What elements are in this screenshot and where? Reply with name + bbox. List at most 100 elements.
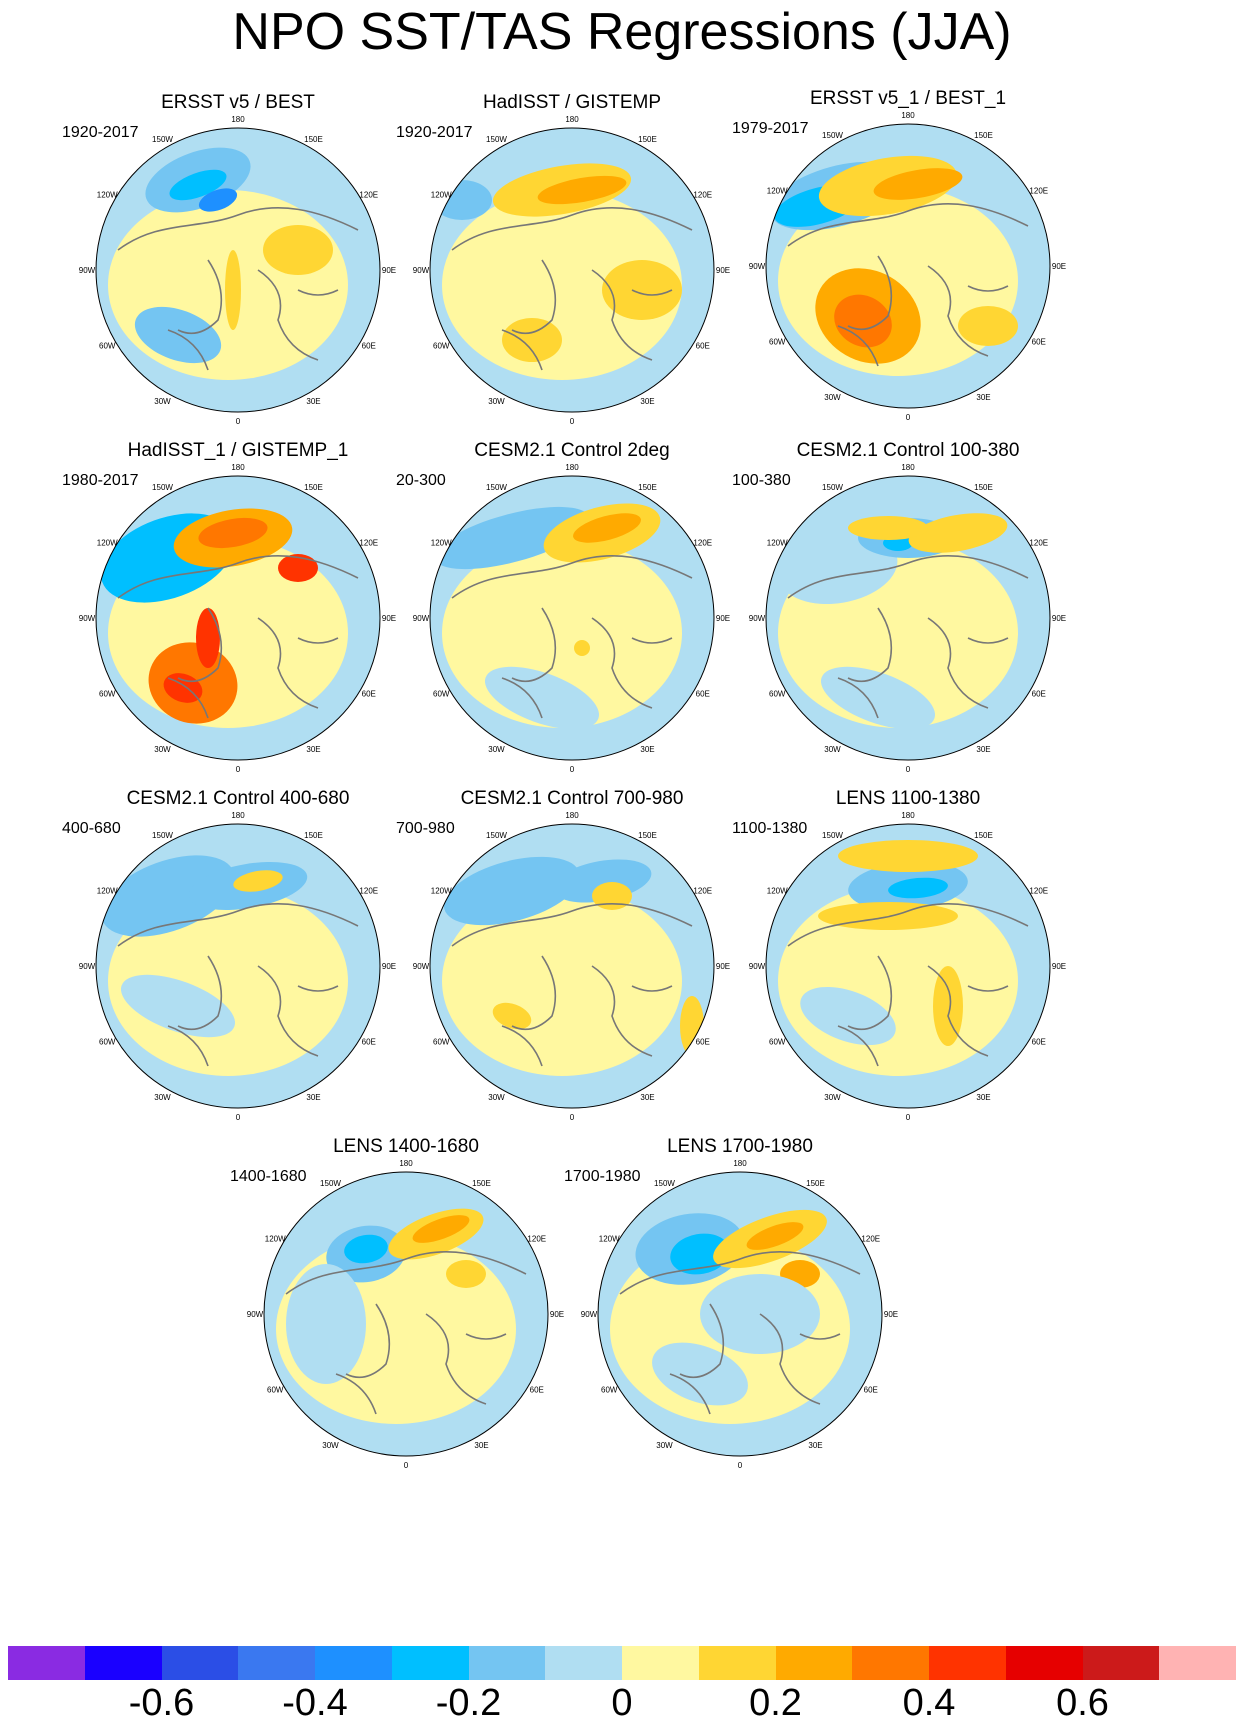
longitude-label: 30E <box>976 1093 990 1102</box>
longitude-label: 120W <box>767 539 788 548</box>
longitude-label: 90E <box>716 614 730 623</box>
colorbar <box>8 1646 1236 1680</box>
longitude-label: 60E <box>864 1386 878 1395</box>
coastline <box>117 902 359 1067</box>
period-label: 400-680 <box>62 820 121 837</box>
longitude-label: 150E <box>472 1179 491 1188</box>
panel-title: CESM2.1 Control 400-680 <box>126 788 350 809</box>
polar-map: 180 150E 120E 90E 60E 30E 0 30W 60W 90W 120W 150W <box>413 811 730 1122</box>
anomaly-region <box>834 294 892 348</box>
longitude-label: 60W <box>99 342 116 351</box>
panel-title: ERSST v5_1 / BEST_1 <box>809 88 1007 109</box>
longitude-label: 60W <box>99 1038 116 1047</box>
longitude-label: 0 <box>906 413 911 422</box>
longitude-label: 30W <box>488 1093 505 1102</box>
longitude-label: 90E <box>716 266 730 275</box>
panel-title: CESM2.1 Control 2deg <box>474 440 670 461</box>
longitude-label: 30E <box>640 745 654 754</box>
anomaly-region <box>443 856 581 926</box>
longitude-label: 150W <box>152 831 173 840</box>
longitude-label: 120E <box>1029 887 1048 896</box>
coastline <box>451 206 693 371</box>
longitude-label: 60W <box>769 338 786 347</box>
longitude-label: 180 <box>399 1159 413 1168</box>
longitude-label: 180 <box>565 811 579 820</box>
colorbar-tick-label: 0.2 <box>749 1682 802 1724</box>
longitude-label: 90W <box>247 1310 264 1319</box>
colorbar-cell <box>161 1646 239 1680</box>
anomaly-region <box>263 225 333 275</box>
anomaly-region <box>670 1233 730 1275</box>
period-label: 1100-1380 <box>732 820 808 837</box>
longitude-label: 0 <box>404 1461 409 1470</box>
longitude-label: 30W <box>824 745 841 754</box>
longitude-label: 30E <box>976 745 990 754</box>
longitude-label: 90W <box>413 962 430 971</box>
longitude-label: 120E <box>693 539 712 548</box>
colorbar-cell <box>1082 1646 1160 1680</box>
longitude-label: 90E <box>382 962 396 971</box>
panel-title: LENS 1400-1680 <box>333 1136 479 1157</box>
anomaly-region <box>412 1215 470 1243</box>
map-border <box>597 1171 883 1457</box>
longitude-label: 150W <box>320 1179 341 1188</box>
colorbar-cell <box>238 1646 315 1680</box>
longitude-label: 90W <box>749 614 766 623</box>
panel-title: ERSST v5 / BEST <box>161 92 315 113</box>
anomaly-region <box>120 974 236 1038</box>
longitude-label: 120E <box>359 887 378 896</box>
colorbar-cell <box>315 1646 392 1680</box>
longitude-label: 90W <box>79 962 96 971</box>
longitude-label: 90E <box>1052 962 1066 971</box>
longitude-label: 0 <box>906 765 911 774</box>
longitude-label: 60E <box>696 342 710 351</box>
longitude-label: 60W <box>433 1038 450 1047</box>
anomaly-region <box>434 506 590 570</box>
colorbar-cell <box>622 1646 699 1680</box>
map-border <box>95 127 381 413</box>
longitude-label: 60W <box>433 690 450 699</box>
colorbar-tick-label: -0.6 <box>128 1682 195 1724</box>
coastline <box>451 902 693 1067</box>
panel-title: HadISST / GISTEMP <box>482 92 662 113</box>
coastline <box>787 902 1029 1067</box>
longitude-label: 60W <box>99 690 116 699</box>
anomaly-region <box>848 516 928 540</box>
longitude-label: 30E <box>306 397 320 406</box>
longitude-label: 180 <box>901 463 915 472</box>
colorbar-cell <box>775 1646 853 1680</box>
colorbar-tick-label: 0.6 <box>1056 1682 1109 1724</box>
longitude-label: 60E <box>530 1386 544 1395</box>
period-label: 1979-2017 <box>732 120 809 137</box>
coastline <box>787 554 1029 719</box>
longitude-label: 60W <box>601 1386 618 1395</box>
longitude-label: 30W <box>322 1441 339 1450</box>
figure-title: NPO SST/TAS Regressions (JJA) <box>232 3 1012 61</box>
polar-map: 180 150E 120E 90E 60E 30E 0 30W 60W 90W 120W 150W <box>79 115 396 426</box>
longitude-label: 90E <box>382 614 396 623</box>
longitude-label: 150W <box>486 135 507 144</box>
colorbar-tick-label: 0 <box>611 1682 633 1724</box>
polar-map: 180 150E 120E 90E 60E 30E 0 30W 60W 90W 120W 150W <box>247 1159 564 1470</box>
coastline <box>117 206 359 371</box>
panel-title: CESM2.1 Control 100-380 <box>796 440 1020 461</box>
colorbar-cell <box>929 1646 1006 1680</box>
longitude-label: 150E <box>974 483 993 492</box>
colorbar-cell <box>468 1646 546 1680</box>
longitude-label: 120E <box>693 191 712 200</box>
longitude-label: 120W <box>599 1235 620 1244</box>
longitude-label: 60W <box>433 342 450 351</box>
anomaly-region <box>278 554 318 582</box>
anomaly-region <box>233 870 283 892</box>
longitude-label: 0 <box>570 1113 575 1122</box>
period-label: 100-380 <box>732 472 791 489</box>
longitude-label: 150E <box>304 831 323 840</box>
longitude-label: 150E <box>806 1179 825 1188</box>
map-border <box>429 127 715 413</box>
polar-map: 180 150E 120E 90E 60E 30E 0 30W 60W 90W 120W 150W <box>79 463 396 774</box>
longitude-label: 90W <box>749 962 766 971</box>
longitude-label: 90E <box>550 1310 564 1319</box>
map-panel: HadISST_1 / GISTEMP_1 180 150E 120E 90E 60E 30… <box>58 440 418 810</box>
longitude-label: 0 <box>570 417 575 426</box>
panel-title: LENS 1100-1380 <box>835 788 981 809</box>
